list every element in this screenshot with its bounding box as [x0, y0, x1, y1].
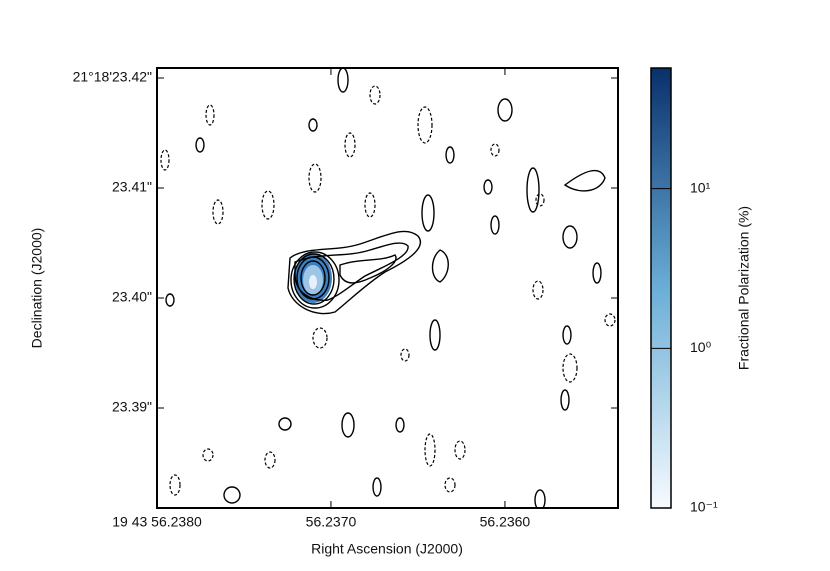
plot-frame — [156, 67, 619, 509]
contour — [563, 169, 606, 192]
contour — [417, 106, 433, 144]
contour — [308, 163, 322, 193]
contour — [604, 313, 616, 327]
contour — [205, 104, 215, 126]
y-axis-label: Declination (J2000) — [29, 228, 45, 349]
contour — [560, 389, 570, 411]
contour — [160, 149, 170, 171]
x-tick-label: 19 43 56.2380 — [112, 514, 202, 530]
x-tick-label: 56.2370 — [306, 514, 357, 530]
colorbar-label: Fractional Polarization (%) — [736, 206, 752, 370]
contour — [372, 477, 382, 497]
contour — [490, 215, 500, 235]
contour — [312, 327, 328, 349]
contour — [526, 167, 540, 213]
contour — [264, 451, 276, 469]
contour — [431, 249, 449, 283]
contour — [293, 253, 335, 305]
contour — [592, 262, 602, 284]
y-tick-label: 23.41" — [112, 179, 152, 195]
contour — [308, 118, 318, 132]
colorbar-tick-label: 10¹ — [690, 179, 711, 195]
contour — [261, 190, 275, 220]
contour — [562, 225, 578, 249]
contour — [429, 319, 441, 351]
contour — [341, 412, 355, 438]
contour — [483, 179, 493, 195]
contour — [278, 417, 292, 431]
contour — [337, 68, 349, 93]
contour — [454, 440, 466, 460]
contour — [223, 486, 241, 504]
contour — [424, 433, 436, 467]
contour — [364, 192, 376, 218]
x-tick-label: 56.2360 — [480, 514, 531, 530]
x-axis-label: Right Ascension (J2000) — [311, 541, 463, 557]
contour — [444, 477, 456, 493]
contour — [490, 143, 500, 157]
contour — [290, 251, 340, 309]
core — [309, 275, 317, 289]
contour — [339, 254, 397, 284]
contour — [445, 146, 455, 164]
contour — [169, 474, 181, 496]
contour — [300, 260, 326, 296]
contour — [202, 448, 214, 462]
y-tick-label: 21°18'23.42" — [73, 69, 152, 85]
colorbar-tick-label: 10⁰ — [690, 339, 712, 355]
contour — [369, 85, 381, 105]
contour — [400, 348, 410, 362]
contour — [165, 293, 175, 307]
contour — [532, 280, 544, 300]
contour — [562, 353, 578, 383]
contours — [160, 68, 616, 508]
contour — [212, 199, 224, 225]
contour — [421, 194, 435, 232]
y-tick-label: 23.39" — [112, 399, 152, 415]
contour — [534, 489, 546, 508]
contour — [497, 98, 513, 122]
contour — [535, 193, 545, 207]
contour — [195, 137, 205, 153]
colorbar — [650, 67, 672, 509]
contour — [562, 325, 572, 345]
colorbar-tick-label: 10⁻¹ — [690, 499, 718, 515]
contour — [344, 132, 356, 158]
y-tick-label: 23.40" — [112, 289, 152, 305]
contour — [395, 417, 405, 433]
contour — [287, 230, 421, 315]
